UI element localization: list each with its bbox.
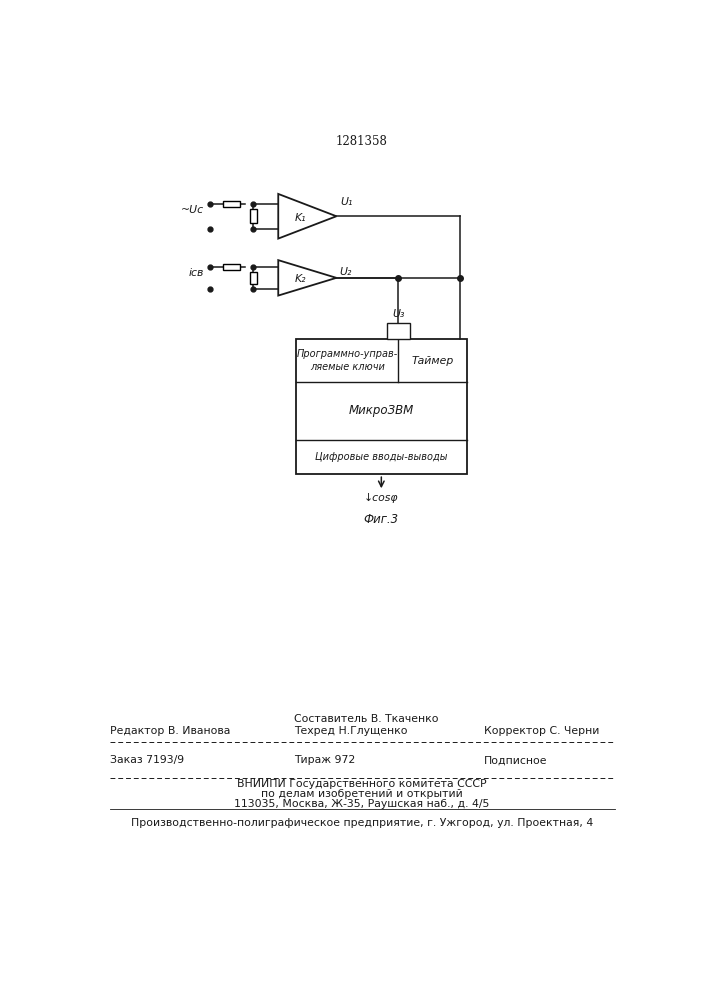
Text: МикроЗВМ: МикроЗВМ (349, 404, 414, 417)
Text: Фиг.3: Фиг.3 (364, 513, 399, 526)
Text: K₂: K₂ (295, 274, 306, 284)
Text: Таймер: Таймер (411, 356, 454, 366)
Text: Производственно-полиграфическое предприятие, г. Ужгород, ул. Проектная, 4: Производственно-полиграфическое предприя… (131, 818, 593, 828)
Text: ~Uс: ~Uс (181, 205, 204, 215)
Text: 1281358: 1281358 (336, 135, 388, 148)
Text: Заказ 7193/9: Заказ 7193/9 (110, 755, 185, 765)
Text: Корректор С. Черни: Корректор С. Черни (484, 726, 599, 736)
Bar (296, 339, 467, 474)
Text: Тираж 972: Тираж 972 (293, 755, 355, 765)
Text: ВНИИПИ Государственного комитета СССР: ВНИИПИ Государственного комитета СССР (237, 779, 486, 789)
Text: Техред Н.Глущенко: Техред Н.Глущенко (293, 726, 407, 736)
Text: Редактор В. Иванова: Редактор В. Иванова (110, 726, 230, 736)
Text: 113035, Москва, Ж-35, Раушская наб., д. 4/5: 113035, Москва, Ж-35, Раушская наб., д. … (234, 799, 490, 809)
Bar (387, 323, 410, 339)
Text: по делам изобретений и открытий: по делам изобретений и открытий (261, 789, 463, 799)
Text: K₁: K₁ (295, 213, 306, 223)
Text: U₃: U₃ (392, 309, 404, 319)
Text: Составитель В. Ткаченко: Составитель В. Ткаченко (293, 714, 438, 724)
Text: U₁: U₁ (340, 197, 353, 207)
Text: Подписное: Подписное (484, 755, 547, 765)
Text: Программно-управ-
ляемые ключи: Программно-управ- ляемые ключи (297, 349, 398, 372)
Bar (250, 272, 257, 284)
Text: ↓cosφ: ↓cosφ (364, 493, 399, 503)
Text: iсв: iсв (189, 268, 204, 278)
Bar (250, 209, 257, 223)
Text: Цифровые вводы-выводы: Цифровые вводы-выводы (315, 452, 448, 462)
Bar (223, 264, 240, 270)
Text: U₂: U₂ (339, 267, 352, 277)
Bar (223, 201, 240, 207)
